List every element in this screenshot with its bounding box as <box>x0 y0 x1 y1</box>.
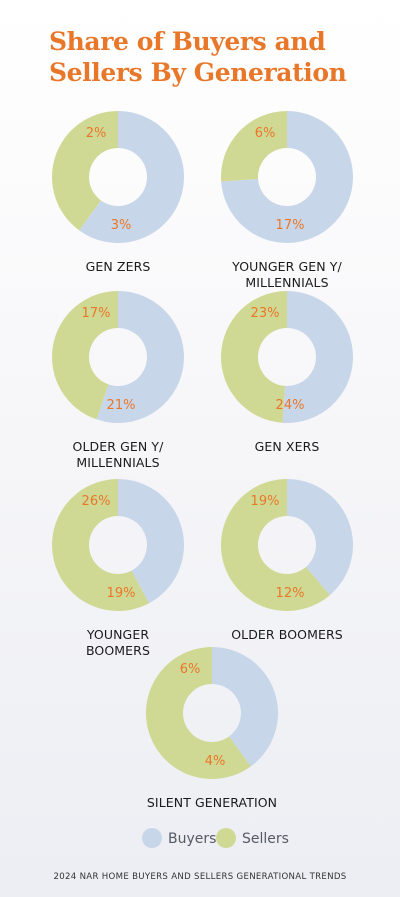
buyers-slice <box>287 479 354 596</box>
buyers-value-label: 4% <box>205 754 226 769</box>
generation-label: SILENT GENERATION <box>147 795 277 810</box>
sellers-value-label: 19% <box>251 494 280 509</box>
generation-label: GEN ZERS <box>86 259 151 274</box>
generation-label: MILLENNIALS <box>245 275 328 290</box>
buyers-value-label: 19% <box>107 586 136 601</box>
buyers-slice <box>212 647 278 767</box>
legend: Buyers Sellers <box>142 828 289 848</box>
sellers-value-label: 23% <box>251 306 280 321</box>
legend-label-sellers: Sellers <box>242 831 289 847</box>
donut-1: 3% 2% GEN ZERS <box>51 111 184 274</box>
sellers-slice <box>220 291 287 423</box>
sellers-value-label: 6% <box>255 126 276 141</box>
sellers-value-label: 6% <box>180 662 201 677</box>
buyers-slice <box>282 291 353 423</box>
buyers-value-label: 24% <box>276 398 305 413</box>
sellers-value-label: 2% <box>86 126 107 141</box>
sellers-slice <box>51 111 118 231</box>
generation-label: GEN XERS <box>255 439 320 454</box>
sellers-slice <box>51 291 118 420</box>
sellers-value-label: 26% <box>82 494 111 509</box>
sellers-slice <box>146 647 251 780</box>
buyers-slice <box>118 479 185 604</box>
buyers-slice <box>79 111 184 243</box>
chart-title-line-2: Sellers By Generation <box>49 58 347 87</box>
buyers-slice <box>96 291 184 423</box>
buyers-slice <box>221 111 353 244</box>
source-footer: 2024 NAR HOME BUYERS AND SELLERS GENERAT… <box>53 872 347 882</box>
generation-label: YOUNGER <box>86 627 149 642</box>
donut-7: 4% 6% SILENT GENERATION <box>146 647 278 810</box>
donut-4: 24% 23% GEN XERS <box>220 291 353 454</box>
donut-2: 17% 6% YOUNGER GEN Y/MILLENNIALS <box>221 111 353 290</box>
generation-label: MILLENNIALS <box>76 455 159 470</box>
buyers-value-label: 3% <box>111 218 132 233</box>
buyers-value-label: 12% <box>276 586 305 601</box>
chart-title-line-1: Share of Buyers and <box>49 27 326 56</box>
buyers-value-label: 17% <box>276 218 305 233</box>
sellers-slice <box>221 479 330 611</box>
generation-label: YOUNGER GEN Y/ <box>231 259 342 274</box>
generation-label: BOOMERS <box>86 643 150 658</box>
chart-title: Share of Buyers and Sellers By Generatio… <box>49 26 389 88</box>
donut-6: 12% 19% OLDER BOOMERS <box>221 479 354 642</box>
legend-swatch-buyers <box>142 828 162 848</box>
sellers-slice <box>52 479 149 611</box>
buyers-value-label: 21% <box>107 398 136 413</box>
legend-swatch-sellers <box>216 828 236 848</box>
sellers-value-label: 17% <box>82 306 111 321</box>
legend-label-buyers: Buyers <box>168 831 216 847</box>
donut-3: 21% 17% OLDER GEN Y/MILLENNIALS <box>51 291 184 470</box>
sellers-slice <box>221 111 287 182</box>
generation-label: OLDER GEN Y/ <box>73 439 165 454</box>
generation-label: OLDER BOOMERS <box>231 627 343 642</box>
